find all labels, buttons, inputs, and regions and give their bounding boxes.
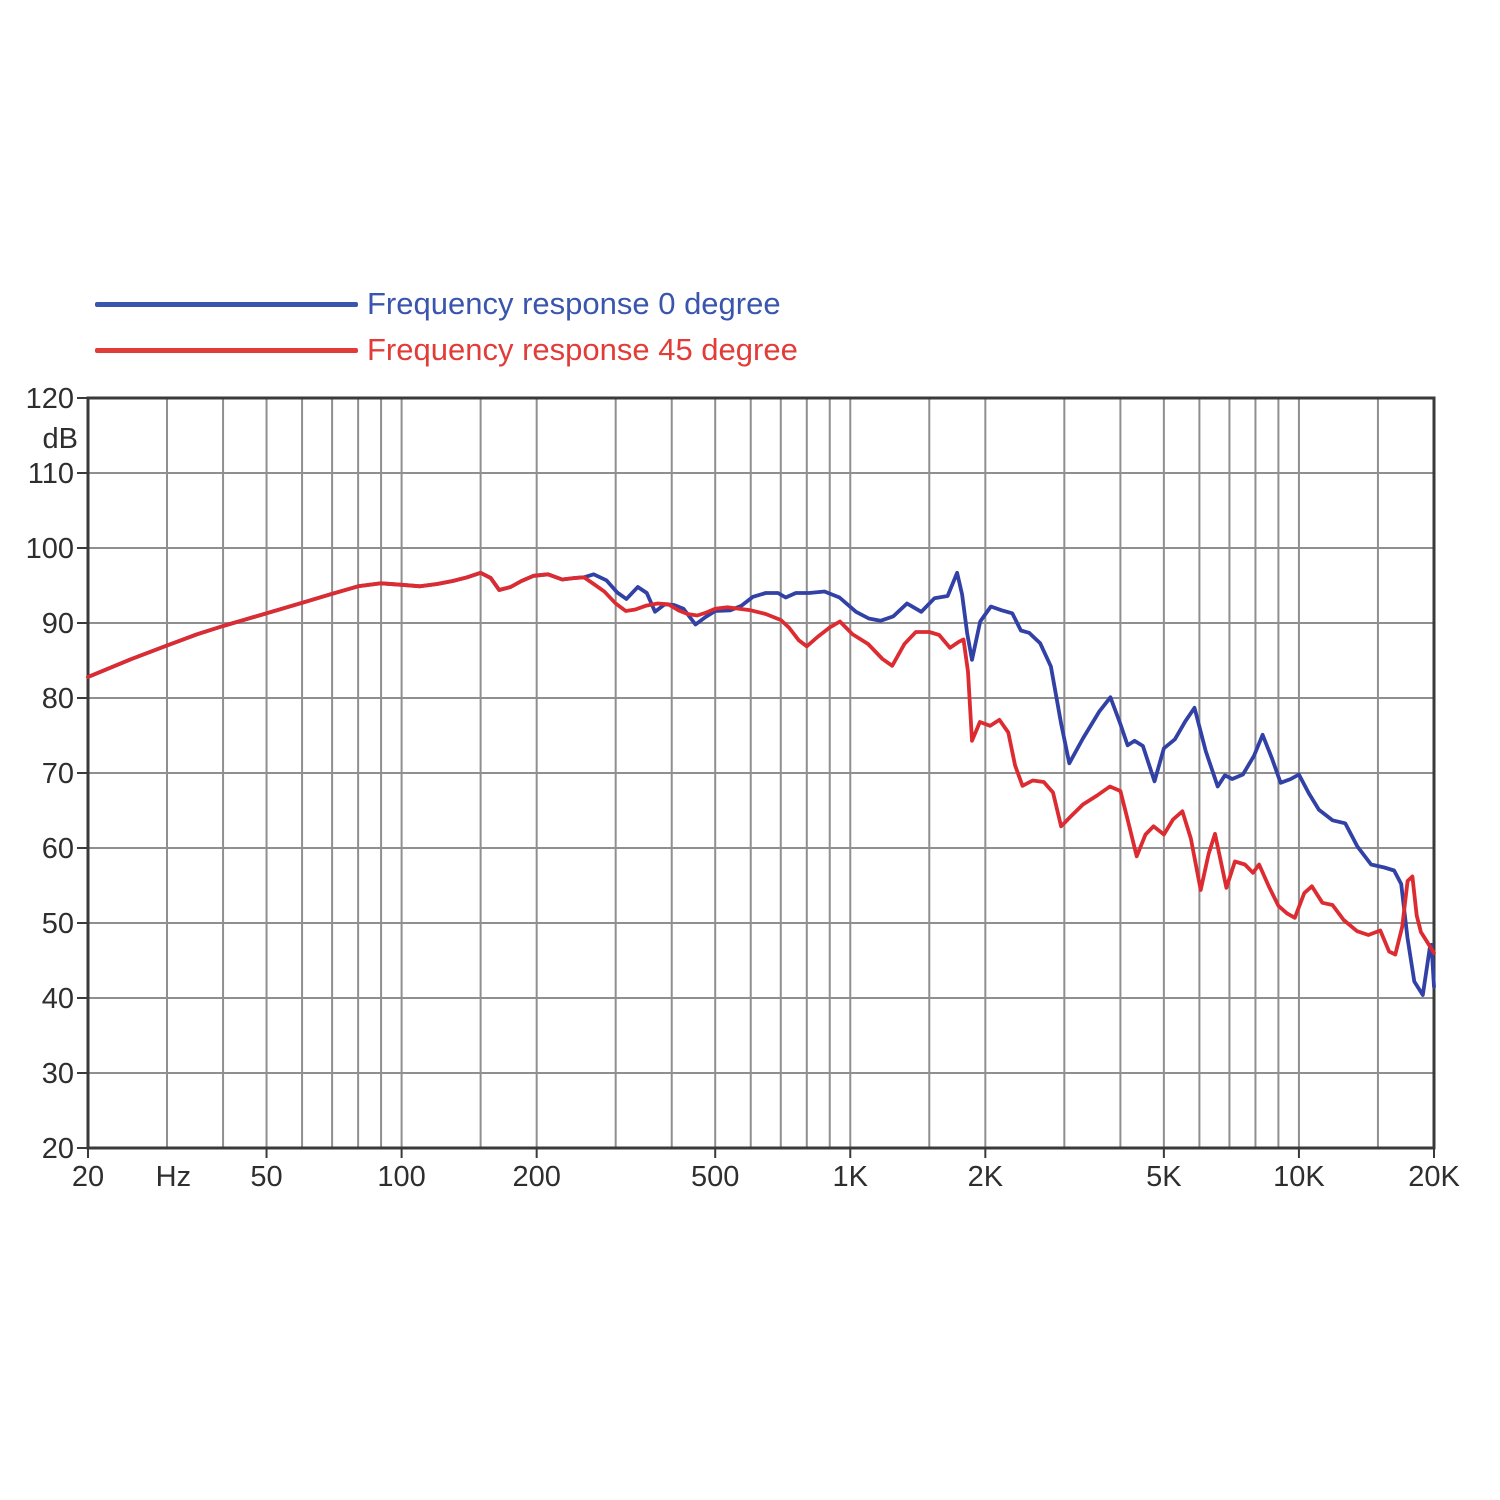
y-tick-label: 50 — [42, 908, 74, 940]
legend-label-45deg: Frequency response 45 degree — [367, 332, 798, 367]
y-tick-label: 20 — [42, 1133, 74, 1165]
x-tick-label: 20K — [1408, 1161, 1460, 1193]
x-tick-label: 10K — [1273, 1161, 1325, 1193]
x-tick-label: 100 — [377, 1161, 425, 1193]
x-tick-label: 5K — [1146, 1161, 1182, 1193]
x-tick-label: 2K — [968, 1161, 1004, 1193]
legend-line-0deg-icon — [95, 301, 358, 307]
y-tick-label: 30 — [42, 1058, 74, 1090]
y-tick-label: 80 — [42, 683, 74, 715]
chart-legend: Frequency response 0 degree Frequency re… — [95, 281, 798, 373]
x-tick-label: 200 — [512, 1161, 560, 1193]
legend-line-45deg-icon — [95, 347, 358, 353]
x-tick-label: 50 — [250, 1161, 282, 1193]
y-tick-label: 70 — [42, 758, 74, 790]
x-tick-label: 500 — [691, 1161, 739, 1193]
y-tick-label: 40 — [42, 983, 74, 1015]
y-tick-label: 110 — [28, 458, 74, 490]
legend-label-0deg: Frequency response 0 degree — [367, 286, 781, 321]
series-line-1 — [86, 570, 1436, 957]
y-tick-label: 100 — [26, 533, 74, 565]
legend-item-0deg: Frequency response 0 degree — [95, 281, 798, 327]
x-tick-label: 20 — [72, 1161, 104, 1193]
y-tick-label: 120 — [26, 383, 74, 415]
y-tick-label: 60 — [42, 833, 74, 865]
y-tick-label: 90 — [42, 608, 74, 640]
y-axis-unit-label: dB — [43, 423, 78, 455]
x-tick-label: 1K — [833, 1161, 869, 1193]
x-axis-unit-label: Hz — [156, 1161, 191, 1193]
legend-item-45deg: Frequency response 45 degree — [95, 327, 798, 373]
series-line-0 — [86, 570, 1436, 997]
